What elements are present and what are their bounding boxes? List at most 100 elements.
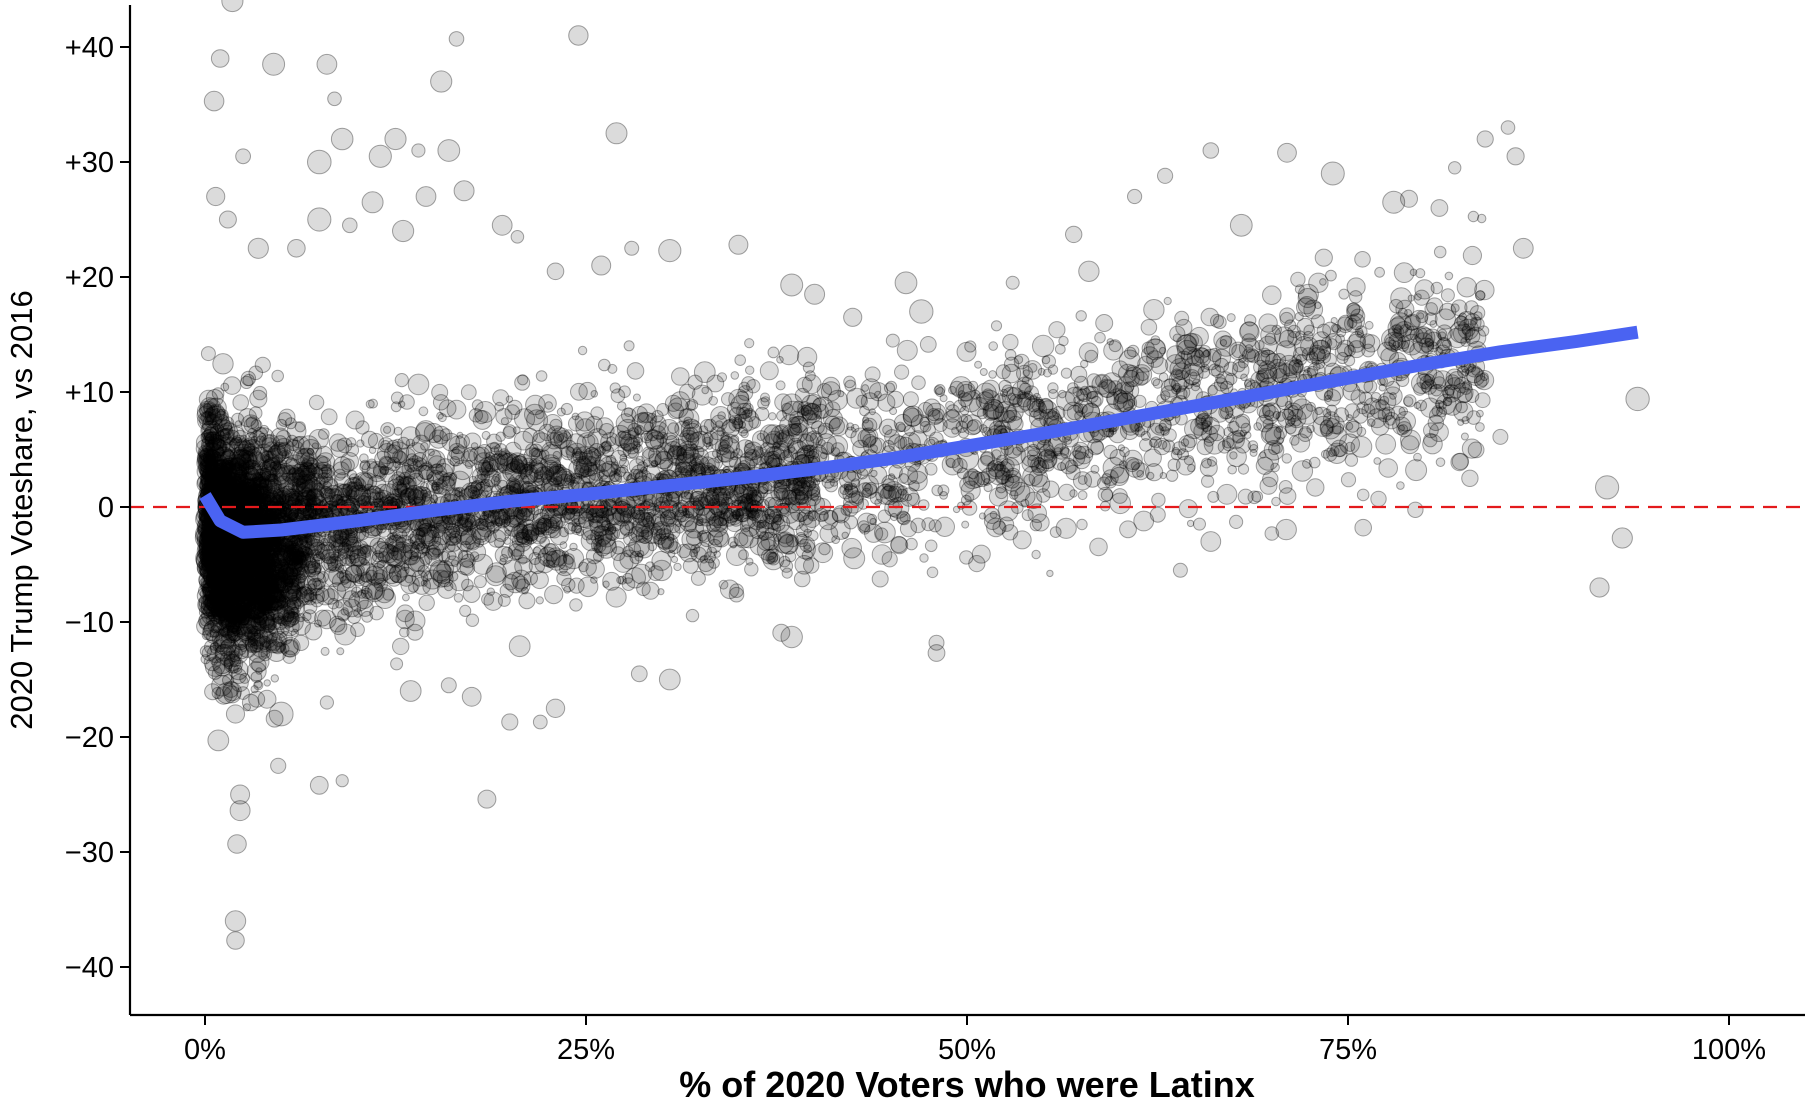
data-point [1333,444,1347,457]
data-point [528,552,542,565]
data-point [1183,379,1194,390]
data-point [232,476,243,486]
data-point [1374,266,1385,278]
data-point [718,579,729,590]
data-point [279,485,296,502]
data-point [990,320,1003,332]
data-point [386,540,407,561]
data-point [924,539,938,553]
data-point [911,375,926,391]
data-point [745,365,755,375]
data-point [335,601,343,609]
data-point [1237,463,1250,475]
data-point [794,532,808,545]
data-point [1413,452,1422,462]
data-point [216,477,231,492]
data-point [1212,315,1227,330]
data-point [474,474,484,484]
data-point [657,536,672,551]
data-point [535,596,544,605]
data-point [1339,433,1360,455]
data-point [1457,418,1465,426]
data-point [215,542,237,564]
data-point [198,402,214,418]
data-point [1186,519,1195,528]
data-point [1167,458,1181,472]
data-point [359,459,371,471]
data-point [229,655,241,667]
data-point [544,585,564,605]
data-point [199,469,221,491]
data-point [250,419,263,432]
data-point [1325,269,1337,282]
data-point [887,473,896,481]
data-point [1262,285,1282,306]
data-point [1340,472,1357,488]
data-point [1012,530,1032,550]
data-point [259,563,270,573]
data-point [1465,388,1480,403]
data-point [744,409,753,418]
data-point [262,453,281,471]
data-point [1076,518,1088,531]
data-point [253,562,270,579]
data-point [1149,506,1166,523]
data-point [610,546,626,562]
data-point [276,601,298,623]
data-point [607,525,617,535]
data-point [1345,414,1354,422]
data-point [1444,271,1454,281]
data-point [755,521,775,540]
data-point [1094,331,1106,344]
scatter-points [194,0,1650,950]
data-point [861,419,874,432]
data-point [760,548,777,565]
data-point [1356,488,1370,502]
data-point [432,470,450,488]
data-point [304,538,323,556]
data-point [290,500,310,520]
data-point [481,592,495,606]
data-point [807,530,819,542]
data-point [1046,569,1054,578]
data-point [945,400,955,411]
data-point [1422,433,1443,455]
data-point [283,558,305,580]
data-point [1395,373,1410,388]
data-point [731,509,741,520]
data-point [1370,392,1382,403]
data-point [843,547,866,570]
data-point [717,411,726,420]
data-point [991,463,999,471]
data-point [509,517,519,528]
data-point [602,571,621,591]
data-point [1419,337,1435,353]
data-point [229,590,248,609]
data-point [775,380,786,391]
data-point [1378,458,1398,478]
data-point [390,657,404,671]
data-point [831,507,847,523]
data-point [284,555,292,563]
data-point [768,412,777,421]
data-point [249,583,271,605]
data-point [262,478,278,494]
data-point [996,483,1007,494]
data-point [890,535,908,554]
data-point [926,566,939,579]
data-point [270,605,290,625]
data-point [1258,404,1280,425]
data-point [221,572,230,580]
data-point [390,391,404,405]
data-point [532,521,546,535]
data-point [303,587,318,602]
data-point [213,570,233,590]
data-point [1133,394,1147,408]
data-point [1009,490,1019,500]
data-point [224,496,237,509]
data-point [346,469,358,481]
data-point [1279,311,1294,326]
data-point [269,461,277,470]
data-point [508,472,530,494]
